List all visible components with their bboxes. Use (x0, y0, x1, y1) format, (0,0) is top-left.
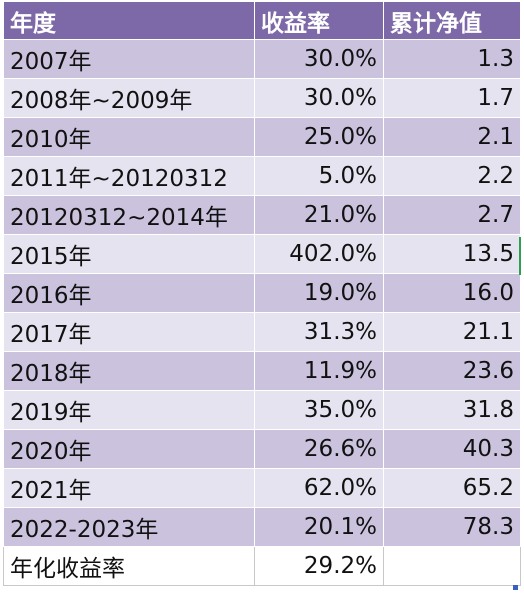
year-cell[interactable]: 2007年 (3, 39, 255, 79)
header-row: 年度 收益率 累计净值 (3, 1, 521, 40)
table-row: 2022-2023年 20.1% 78.3 (3, 507, 521, 547)
year-cell[interactable]: 20120312~2014年 (3, 195, 255, 235)
nav-cell[interactable]: 40.3 (383, 429, 521, 469)
table-row: 2018年 11.9% 23.6 (3, 351, 521, 391)
year-cell[interactable]: 2015年 (3, 234, 255, 274)
nav-cell[interactable]: 13.5 (383, 234, 521, 274)
return-cell[interactable]: 31.3% (254, 312, 384, 352)
return-cell[interactable]: 35.0% (254, 390, 384, 430)
nav-cell[interactable]: 2.7 (383, 195, 521, 235)
nav-cell[interactable]: 2.1 (383, 117, 521, 157)
table-row: 2017年 31.3% 21.1 (3, 312, 521, 352)
return-cell[interactable]: 25.0% (254, 117, 384, 157)
return-cell[interactable]: 21.0% (254, 195, 384, 235)
returns-table: 年度 收益率 累计净值 2007年 30.0% 1.3 2008年~2009年 … (3, 1, 521, 586)
nav-cell[interactable]: 1.3 (383, 39, 521, 79)
return-cell[interactable]: 62.0% (254, 468, 384, 508)
year-cell[interactable]: 2008年~2009年 (3, 78, 255, 118)
return-cell[interactable]: 5.0% (254, 156, 384, 196)
summary-label-cell[interactable]: 年化收益率 (3, 546, 255, 586)
table-row: 2020年 26.6% 40.3 (3, 429, 521, 469)
table-row: 2016年 19.0% 16.0 (3, 273, 521, 313)
table-row: 20120312~2014年 21.0% 2.7 (3, 195, 521, 235)
header-year[interactable]: 年度 (3, 1, 255, 40)
table-row: 2019年 35.0% 31.8 (3, 390, 521, 430)
year-cell[interactable]: 2016年 (3, 273, 255, 313)
year-cell[interactable]: 2021年 (3, 468, 255, 508)
summary-nav-cell[interactable] (383, 546, 521, 586)
year-cell[interactable]: 2017年 (3, 312, 255, 352)
table-row: 2010年 25.0% 2.1 (3, 117, 521, 157)
return-cell[interactable]: 30.0% (254, 39, 384, 79)
nav-cell[interactable]: 16.0 (383, 273, 521, 313)
nav-cell[interactable]: 65.2 (383, 468, 521, 508)
year-cell[interactable]: 2010年 (3, 117, 255, 157)
table-resize-handle[interactable] (513, 585, 518, 590)
return-cell[interactable]: 11.9% (254, 351, 384, 391)
summary-row: 年化收益率 29.2% (3, 546, 521, 586)
return-cell[interactable]: 30.0% (254, 78, 384, 118)
year-cell[interactable]: 2019年 (3, 390, 255, 430)
spreadsheet-table-container: 年度 收益率 累计净值 2007年 30.0% 1.3 2008年~2009年 … (3, 1, 521, 586)
year-cell[interactable]: 2022-2023年 (3, 507, 255, 547)
nav-cell[interactable]: 21.1 (383, 312, 521, 352)
table-row: 2008年~2009年 30.0% 1.7 (3, 78, 521, 118)
return-cell[interactable]: 402.0% (254, 234, 384, 274)
table-row: 2015年 402.0% 13.5 (3, 234, 521, 274)
nav-cell[interactable]: 1.7 (383, 78, 521, 118)
nav-cell[interactable]: 31.8 (383, 390, 521, 430)
table-row: 2007年 30.0% 1.3 (3, 39, 521, 79)
year-cell[interactable]: 2011年~20120312 (3, 156, 255, 196)
nav-cell[interactable]: 78.3 (383, 507, 521, 547)
return-cell[interactable]: 26.6% (254, 429, 384, 469)
nav-cell[interactable]: 2.2 (383, 156, 521, 196)
summary-return-cell[interactable]: 29.2% (254, 546, 384, 586)
cell-selection-marker (519, 237, 521, 275)
header-return[interactable]: 收益率 (254, 1, 384, 40)
nav-cell[interactable]: 23.6 (383, 351, 521, 391)
year-cell[interactable]: 2020年 (3, 429, 255, 469)
year-cell[interactable]: 2018年 (3, 351, 255, 391)
table-row: 2021年 62.0% 65.2 (3, 468, 521, 508)
header-nav[interactable]: 累计净值 (383, 1, 521, 40)
return-cell[interactable]: 20.1% (254, 507, 384, 547)
return-cell[interactable]: 19.0% (254, 273, 384, 313)
table-row: 2011年~20120312 5.0% 2.2 (3, 156, 521, 196)
